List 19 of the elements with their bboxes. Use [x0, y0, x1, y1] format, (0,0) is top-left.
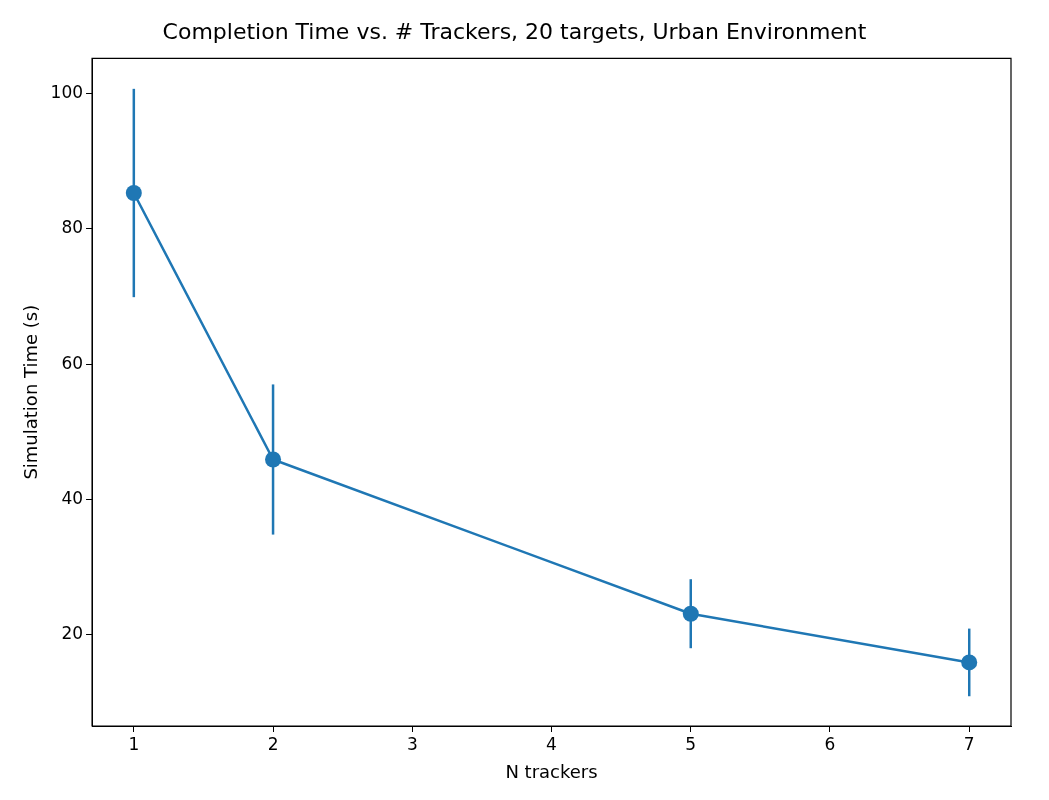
y-tick-label: 100 — [50, 81, 84, 102]
x-tick-label: 6 — [824, 733, 836, 754]
x-tick-label: 2 — [267, 733, 279, 754]
x-tick-label: 7 — [963, 733, 975, 754]
y-axis-title: Simulation Time (s) — [20, 304, 42, 480]
y-tick-label: 80 — [61, 217, 84, 238]
x-tick-label: 4 — [546, 733, 557, 754]
point — [961, 654, 978, 671]
x-tick-label: 5 — [685, 733, 697, 754]
point — [265, 451, 282, 468]
x-tick-label: 1 — [128, 733, 140, 754]
point — [682, 605, 699, 622]
y-tick-label: 40 — [61, 487, 84, 508]
x-axis-title: N trackers — [505, 760, 598, 782]
chart-title: Completion Time vs. # Trackers, 20 targets, Urban Environment — [162, 18, 867, 44]
y-tick-label: 60 — [61, 352, 84, 373]
y-tick-label: 20 — [61, 623, 84, 644]
x-tick-label: 3 — [406, 733, 418, 754]
point — [125, 185, 142, 201]
